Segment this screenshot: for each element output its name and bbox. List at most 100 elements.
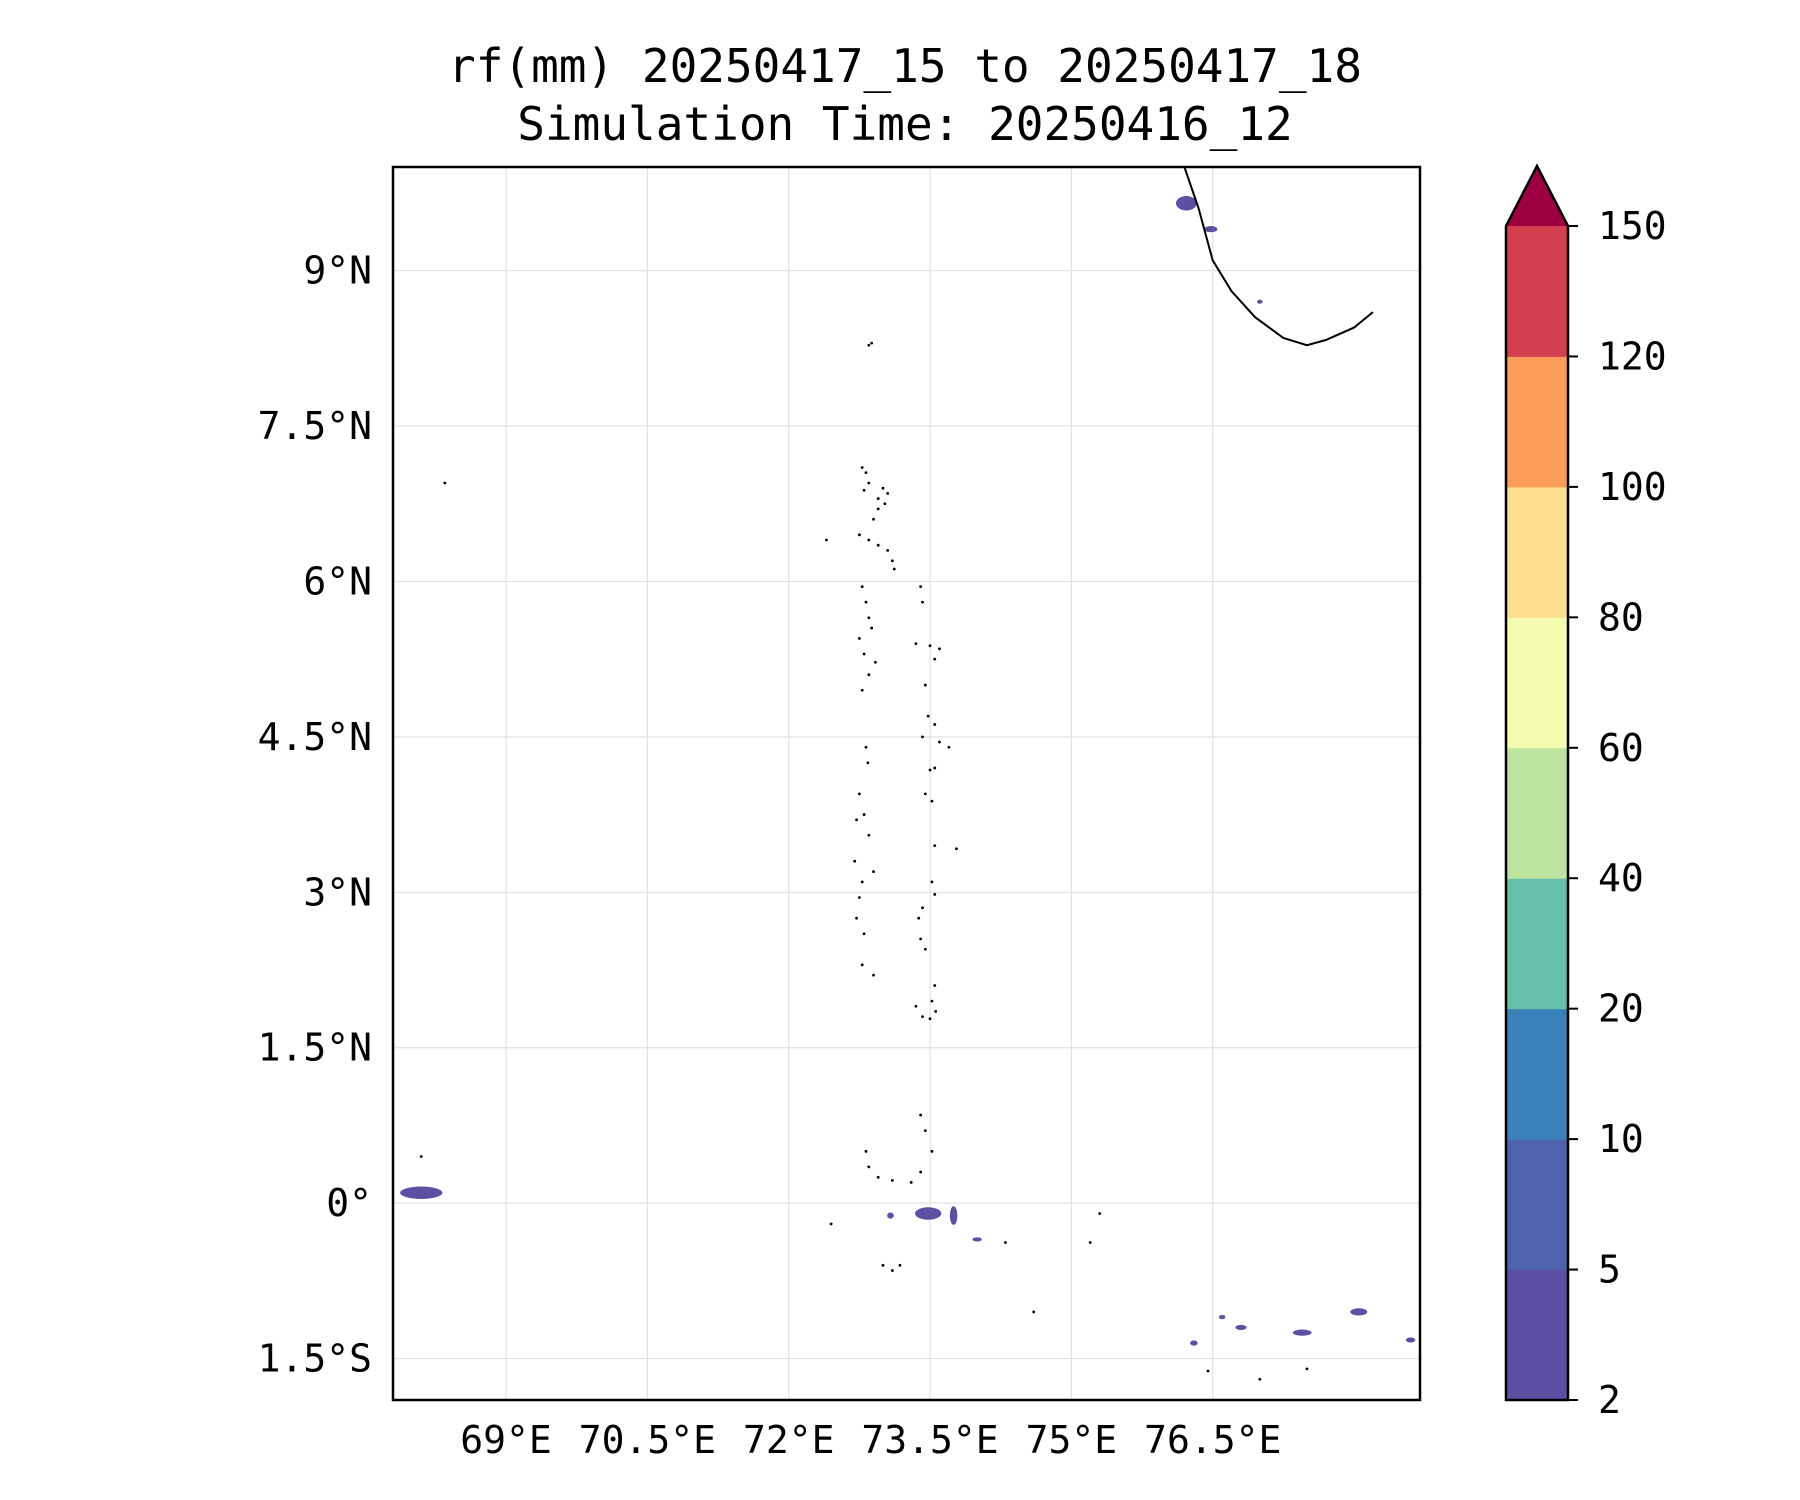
island-59 <box>921 906 924 910</box>
island-58 <box>933 892 937 896</box>
rain-patch-7 <box>1256 299 1263 304</box>
island-47 <box>857 792 861 796</box>
island-1 <box>870 341 874 345</box>
island-10 <box>876 507 880 511</box>
island-61 <box>855 916 858 920</box>
rain-patch-6 <box>1204 226 1218 233</box>
island-87 <box>1032 1310 1036 1314</box>
rain-patch-8 <box>1235 1324 1247 1331</box>
latitude-tick-labels: 9°N 7.5°N 6°N 4.5°N 3°N 1.5°N 0° 1.5°S <box>258 249 372 1381</box>
island-15 <box>867 538 871 542</box>
island-69 <box>914 1004 918 1008</box>
island-24 <box>857 637 861 640</box>
island-84 <box>881 1263 885 1267</box>
island-20 <box>860 585 864 589</box>
island-56 <box>857 896 861 899</box>
island-49 <box>862 813 866 816</box>
colorbar-segment-3 <box>1506 878 1568 1010</box>
rain-patch-10 <box>1350 1308 1368 1316</box>
lon-tick-label-0: 69°E <box>460 1418 552 1462</box>
colorbar-label-3: 20 <box>1598 987 1644 1031</box>
island-70 <box>921 1015 924 1019</box>
colorbar: 2 5 10 20 40 60 80 100 120 150 <box>1504 163 1667 1422</box>
island-55 <box>860 880 864 884</box>
colorbar-label-9: 150 <box>1598 204 1667 248</box>
map-frame <box>391 165 1422 1402</box>
colorbar-label-4: 40 <box>1598 856 1644 900</box>
island-32 <box>928 644 932 648</box>
island-14 <box>857 533 861 537</box>
island-82 <box>419 1155 423 1158</box>
island-93 <box>1305 1367 1309 1371</box>
rain-patch-11 <box>1190 1340 1198 1346</box>
lat-tick-label-0: 9°N <box>303 249 372 293</box>
island-81 <box>919 1170 923 1174</box>
island-27 <box>867 673 871 677</box>
island-53 <box>853 859 857 863</box>
colorbar-extend-arrow <box>1506 166 1568 226</box>
rain-patch-13 <box>1405 1337 1416 1343</box>
island-11 <box>883 502 887 506</box>
colorbar-label-8: 120 <box>1598 334 1667 378</box>
island-88 <box>1004 1241 1007 1244</box>
island-43 <box>928 768 932 772</box>
island-19 <box>892 567 896 571</box>
rain-patch-1 <box>914 1207 942 1220</box>
island-17 <box>886 548 890 552</box>
longitude-tick-labels: 69°E 70.5°E 72°E 73.5°E 75°E 76.5°E <box>460 1418 1281 1462</box>
island-78 <box>876 1175 880 1179</box>
map-gridlines <box>393 167 1420 1400</box>
island-41 <box>864 745 868 749</box>
island-3 <box>860 466 864 469</box>
island-76 <box>864 1149 868 1153</box>
colorbar-label-6: 80 <box>1598 595 1644 639</box>
island-52 <box>955 847 958 851</box>
colorbar-label-7: 100 <box>1598 465 1667 509</box>
rain-patch-4 <box>972 1237 982 1242</box>
lon-tick-label-2: 72°E <box>743 1418 835 1462</box>
figure-title-line1: rf(mm) 20250417_15 to 20250417_18 <box>448 39 1362 93</box>
colorbar-label-0: 2 <box>1598 1378 1621 1422</box>
island-74 <box>923 1129 927 1133</box>
island-23 <box>870 626 874 630</box>
island-16 <box>876 543 880 547</box>
figure-title-line2: Simulation Time: 20250416_12 <box>517 97 1292 151</box>
rain-patch-12 <box>1218 1315 1226 1320</box>
island-6 <box>862 488 866 492</box>
island-64 <box>923 947 927 951</box>
island-45 <box>923 792 927 796</box>
island-83 <box>829 1222 833 1226</box>
rain-patch-5 <box>1175 196 1197 211</box>
island-9 <box>886 491 890 495</box>
colorbar-label-5: 60 <box>1598 726 1644 770</box>
island-68 <box>930 999 934 1003</box>
coastline <box>1183 167 1374 347</box>
island-40 <box>947 745 951 749</box>
island-91 <box>1206 1369 1210 1373</box>
rain-patch-2 <box>949 1206 958 1225</box>
colorbar-segment-5 <box>1506 617 1568 749</box>
island-57 <box>930 880 934 884</box>
island-34 <box>933 657 937 661</box>
island-22 <box>867 616 871 620</box>
island-66 <box>872 973 875 977</box>
island-35 <box>923 683 927 687</box>
lon-tick-label-3: 73.5°E <box>861 1418 998 1462</box>
island-54 <box>872 870 875 873</box>
island-79 <box>890 1178 894 1182</box>
island-92 <box>1258 1377 1262 1381</box>
island-48 <box>855 818 858 822</box>
colorbar-segment-7 <box>1506 356 1568 488</box>
island-21 <box>864 600 868 604</box>
map-panel: 69°E 70.5°E 72°E 73.5°E 75°E 76.5°E 9°N 7.5°N 6… <box>258 165 1422 1462</box>
island-62 <box>862 932 866 936</box>
colorbar-label-2: 10 <box>1598 1117 1644 1161</box>
island-38 <box>921 735 924 739</box>
island-5 <box>867 481 871 485</box>
island-50 <box>867 833 871 837</box>
lon-tick-label-4: 75°E <box>1026 1418 1118 1462</box>
lat-tick-label-1: 7.5°N <box>258 404 372 448</box>
lat-tick-label-4: 3°N <box>303 870 372 914</box>
lat-tick-label-6: 0° <box>326 1181 372 1225</box>
